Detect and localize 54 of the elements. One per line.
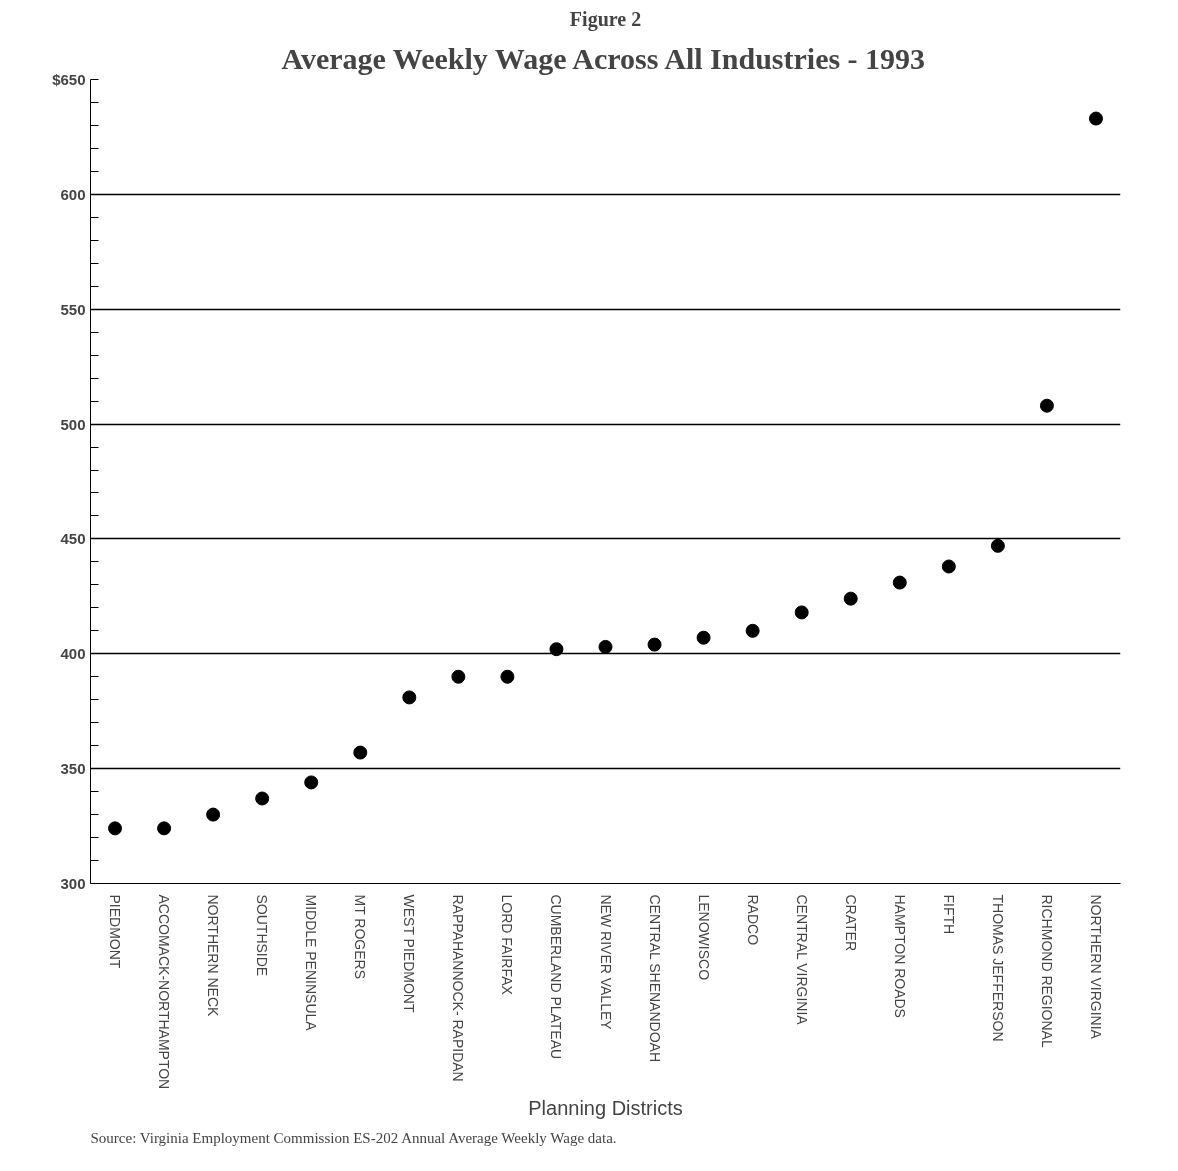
y-tick-label: 450 <box>60 530 86 548</box>
x-tick-label: NORTHERN NECK <box>205 894 222 1018</box>
x-tick-label: RAPPAHANNOCK- RAPIDAN <box>450 894 467 1082</box>
point <box>647 637 662 652</box>
x-tick-label: CRATER <box>842 894 859 952</box>
point <box>304 775 319 790</box>
y-tick-label: 300 <box>60 875 86 892</box>
point <box>108 821 123 836</box>
chart-title: Average Weekly Wage Across All Industries - 1993 <box>281 41 926 75</box>
x-tick-label: LORD FAIRFAX <box>499 894 516 996</box>
x-tick-label: ACCOMACK-NORTHAMPTON <box>156 894 173 1090</box>
point <box>500 669 515 684</box>
x-tick-label: MT ROGERS <box>352 894 369 980</box>
x-tick-label: FIFTH <box>940 894 957 935</box>
point <box>402 690 417 705</box>
point <box>696 630 711 645</box>
y-tick-label: $650 <box>52 71 86 88</box>
y-tick-label: 350 <box>60 760 86 778</box>
x-tick-label: RICHMOND REGIONAL <box>1038 894 1055 1048</box>
x-tick-label: CUMBERLAND PLATEAU <box>548 894 565 1060</box>
x-tick-label: HAMPTON ROADS <box>891 894 908 1018</box>
x-tick-label: LENOWISCO <box>695 894 712 981</box>
point <box>353 745 368 760</box>
x-tick-label: CENTRAL SHENANDOAH <box>646 894 663 1063</box>
x-tick-label: RADCO <box>744 894 761 946</box>
point <box>1088 111 1103 126</box>
x-tick-label: PIEDMONT <box>107 894 124 969</box>
point <box>1039 398 1054 413</box>
x-tick-label: MIDDLE PENINSULA <box>303 894 320 1032</box>
point <box>206 807 221 822</box>
x-tick-label: NORTHERN VIRGINIA <box>1087 894 1104 1040</box>
y-tick-label: 600 <box>60 185 86 203</box>
x-tick-label: WEST PIEDMONT <box>401 894 418 1013</box>
point <box>598 639 613 654</box>
x-tick-label: SOUTHSIDE <box>254 894 271 977</box>
point <box>157 821 172 836</box>
point <box>990 538 1005 553</box>
x-tick-label: THOMAS JEFFERSON <box>989 894 1006 1042</box>
point <box>255 791 270 806</box>
x-tick-label: CENTRAL VIRGINIA <box>793 894 810 1026</box>
x-axis-title: Planning Districts <box>528 1097 683 1120</box>
point <box>745 623 760 638</box>
source-note: Source: Virginia Employment Commission ES-202 Annual Average Weekly Wage data. <box>90 1129 617 1146</box>
point <box>941 559 956 574</box>
y-tick-label: 550 <box>60 300 86 318</box>
x-tick-label: NEW RIVER VALLEY <box>597 894 614 1031</box>
y-tick-label: 400 <box>60 645 86 663</box>
point <box>451 669 466 684</box>
y-tick-label: 500 <box>60 415 86 433</box>
chart-subtitle: Figure 2 <box>569 7 642 31</box>
point <box>794 605 809 620</box>
point <box>549 642 564 657</box>
point <box>843 591 858 606</box>
point <box>892 575 907 590</box>
